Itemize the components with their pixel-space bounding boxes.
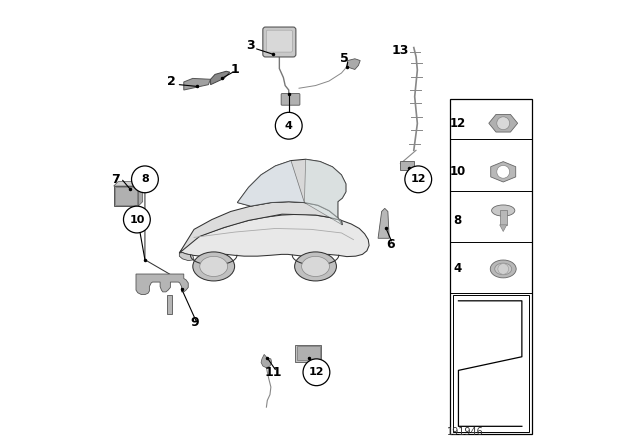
Bar — [449, 99, 532, 434]
Polygon shape — [305, 159, 346, 225]
Polygon shape — [500, 225, 507, 232]
Text: 8: 8 — [141, 174, 149, 184]
Polygon shape — [179, 202, 342, 253]
Text: 4: 4 — [285, 121, 292, 131]
Polygon shape — [114, 181, 143, 186]
Circle shape — [124, 206, 150, 233]
Bar — [114, 186, 138, 206]
Bar — [453, 296, 529, 432]
Ellipse shape — [294, 252, 337, 281]
Circle shape — [275, 112, 302, 139]
Text: 10: 10 — [449, 165, 466, 178]
Circle shape — [498, 263, 509, 274]
Ellipse shape — [301, 256, 330, 276]
Circle shape — [405, 166, 431, 193]
Text: 191946: 191946 — [447, 427, 484, 438]
Text: 5: 5 — [340, 52, 349, 65]
Circle shape — [497, 165, 509, 178]
Text: 11: 11 — [264, 366, 282, 379]
Polygon shape — [237, 160, 305, 206]
Text: 12: 12 — [308, 367, 324, 377]
Polygon shape — [489, 114, 518, 132]
Polygon shape — [179, 253, 194, 261]
Polygon shape — [261, 354, 272, 368]
Bar — [297, 346, 319, 360]
Text: 10: 10 — [129, 215, 145, 224]
Polygon shape — [378, 208, 389, 238]
Bar — [115, 187, 137, 205]
Polygon shape — [179, 214, 369, 257]
Polygon shape — [167, 295, 172, 314]
Text: 9: 9 — [191, 316, 199, 329]
Polygon shape — [136, 274, 188, 295]
Bar — [500, 210, 507, 225]
Polygon shape — [491, 162, 516, 182]
Text: 6: 6 — [387, 237, 395, 250]
Circle shape — [497, 117, 509, 129]
Circle shape — [303, 359, 330, 386]
Circle shape — [132, 166, 158, 193]
Text: 1: 1 — [231, 64, 239, 77]
Polygon shape — [211, 71, 230, 85]
Text: 12: 12 — [410, 174, 426, 184]
Ellipse shape — [200, 256, 228, 276]
Polygon shape — [138, 181, 143, 206]
Ellipse shape — [193, 252, 235, 281]
FancyBboxPatch shape — [266, 30, 292, 52]
FancyBboxPatch shape — [281, 94, 300, 105]
Bar — [401, 160, 414, 170]
Text: 13: 13 — [392, 44, 409, 57]
Polygon shape — [237, 159, 346, 218]
Text: 2: 2 — [167, 74, 176, 88]
Text: 7: 7 — [111, 173, 120, 186]
Text: 12: 12 — [449, 117, 466, 130]
Ellipse shape — [490, 260, 516, 278]
FancyBboxPatch shape — [263, 27, 296, 57]
Ellipse shape — [495, 263, 512, 275]
Text: 8: 8 — [453, 214, 461, 227]
Ellipse shape — [492, 205, 515, 216]
Text: 4: 4 — [453, 263, 461, 276]
Polygon shape — [347, 59, 360, 69]
Text: 3: 3 — [246, 39, 255, 52]
Bar — [296, 345, 321, 362]
Polygon shape — [184, 78, 211, 90]
